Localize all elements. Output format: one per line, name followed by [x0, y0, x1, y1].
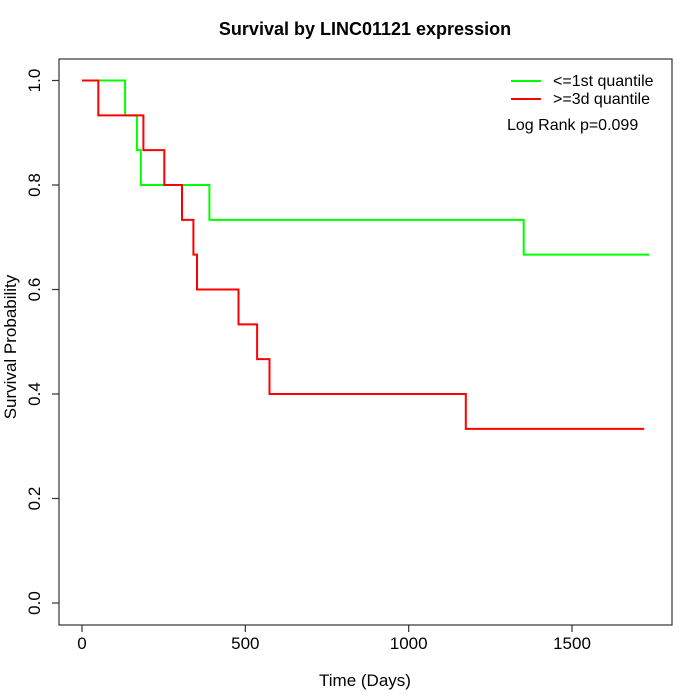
survival-curve-le-1st-quantile [82, 79, 650, 256]
x-tick-label: 1000 [390, 634, 428, 653]
y-tick-label: 1.0 [25, 69, 44, 93]
legend-label-third-quantile: >=3d quantile [553, 91, 650, 108]
y-tick-label: 0.0 [25, 591, 44, 615]
survival-curve-ge-3d-quantile [82, 79, 645, 430]
log-rank-pvalue: Log Rank p=0.099 [507, 117, 638, 134]
y-tick-label: 0.6 [25, 278, 44, 302]
y-tick-label: 0.8 [25, 173, 44, 197]
x-tick-label: 1500 [553, 634, 591, 653]
x-axis-label: Time (Days) [319, 671, 411, 690]
plot-box [58, 58, 673, 626]
legend-label-first-quantile: <=1st quantile [553, 73, 654, 90]
x-tick-label: 500 [231, 634, 259, 653]
plot-generated-layer: 0 500 1000 1500 0.0 0.2 0.4 0.6 0.8 1.0 [25, 58, 673, 653]
y-tick-label: 0.2 [25, 487, 44, 511]
x-tick-label: 0 [77, 634, 86, 653]
y-axis-label: Survival Probability [1, 274, 20, 419]
y-tick-label: 0.4 [25, 382, 44, 406]
chart-title: Survival by LINC01121 expression [219, 19, 511, 39]
legend: <=1st quantile >=3d quantile Log Rank p=… [507, 73, 654, 134]
